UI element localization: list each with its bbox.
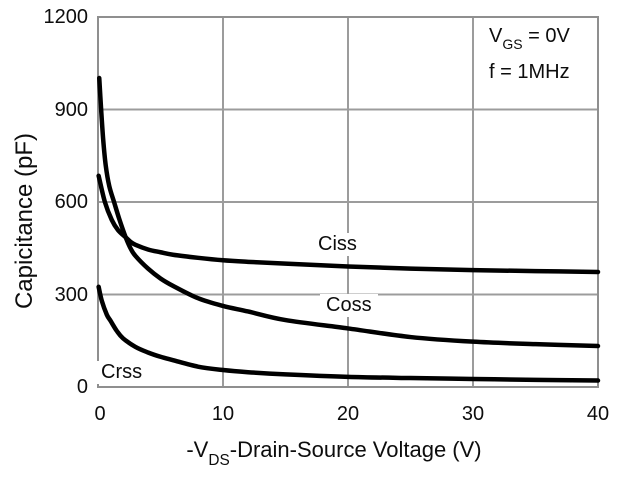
annotation-frequency: f = 1MHz	[489, 61, 570, 83]
curve-label-coss: Coss	[320, 294, 378, 317]
test-conditions-annotation: VGS = 0V f = 1MHz	[489, 18, 570, 90]
curve-label-crss: Crss	[97, 361, 147, 384]
x-tick-label: 40	[586, 403, 610, 425]
curve-ciss	[96, 173, 601, 275]
curve-label-ciss: Ciss	[312, 233, 363, 256]
curve-crss	[96, 284, 601, 383]
y-tick-label: 0	[76, 376, 88, 398]
y-tick-label: 1200	[43, 6, 89, 28]
vgs-post: = 0V	[522, 25, 570, 47]
plot-border	[97, 16, 599, 388]
curve-coss	[97, 75, 601, 349]
x-title-pre: -V	[186, 437, 209, 462]
x-axis-title: -VDS-Drain-Source Voltage (V)	[70, 437, 598, 469]
y-tick-label: 300	[54, 283, 88, 306]
annotation-vgs: VGS = 0V	[489, 18, 570, 54]
x-tick-label: 10	[211, 403, 235, 425]
x-tick-label: 20	[336, 403, 360, 425]
x-title-post: -Drain-Source Voltage (V)	[229, 437, 482, 462]
vgs-pre: V	[489, 25, 503, 47]
vgs-sub: GS	[502, 36, 523, 53]
y-axis-title: Capicitance (pF)	[11, 132, 38, 310]
x-tick-label: 0	[94, 403, 106, 425]
x-tick-label: 30	[461, 403, 485, 425]
y-tick-label: 600	[54, 191, 88, 213]
y-tick-label: 900	[54, 98, 88, 121]
x-title-sub: DS	[208, 451, 230, 469]
